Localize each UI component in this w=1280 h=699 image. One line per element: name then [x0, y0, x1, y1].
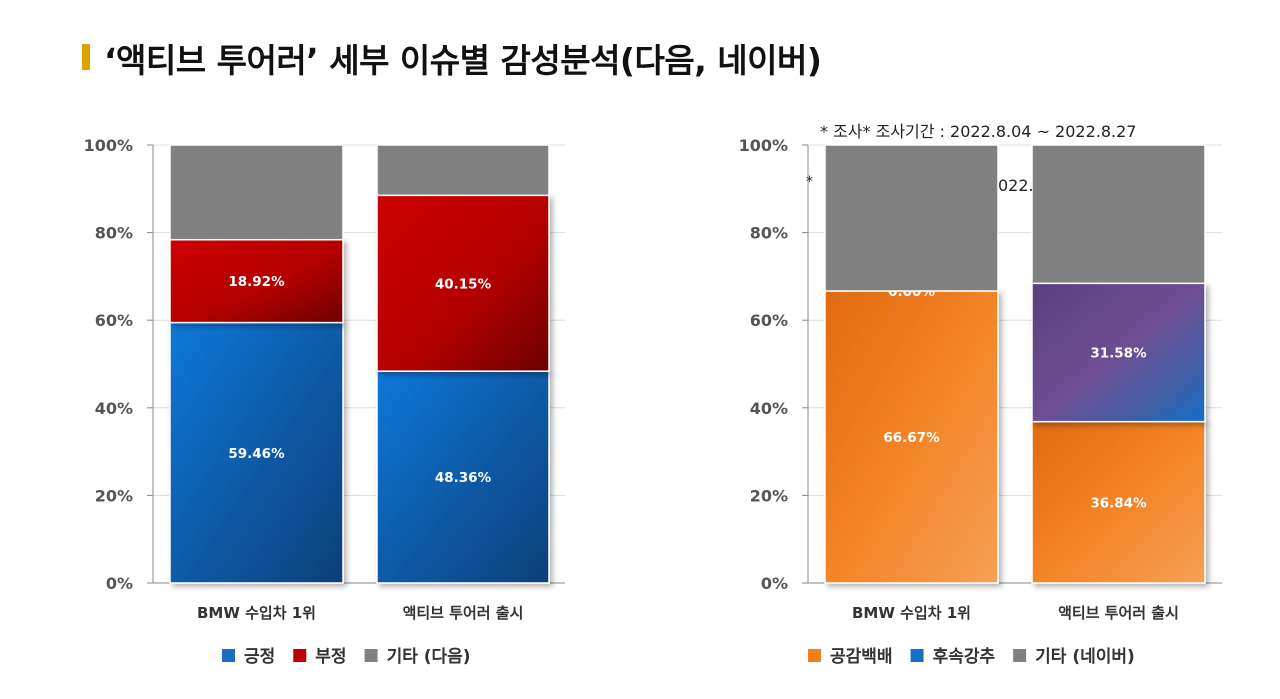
y-tick-label: 0%: [106, 574, 133, 593]
bar-segment: [169, 144, 344, 241]
overlap-note-text: 022.: [998, 176, 1034, 195]
data-label: 66.67%: [883, 430, 940, 446]
y-tick-label: 0%: [761, 574, 788, 593]
legend-label: 부정: [315, 647, 346, 667]
y-tick-label: 60%: [95, 311, 133, 330]
category-label: BMW 수입차 1위: [852, 604, 971, 622]
y-tick-label: 20%: [95, 486, 133, 505]
legend-label: 공감백배: [830, 647, 893, 667]
bar-segment: [1031, 144, 1206, 285]
chart-1: 0% 20% 40% 60% 80% 100% 59.46% 18.92% BMW 수입차 1위…: [84, 136, 565, 667]
survey-period-note: * 조사* 조사기간 : 2022.8.04 ~ 2022.8.27: [820, 122, 1137, 141]
title-accent-bar: [82, 44, 90, 70]
y-tick-label: 60%: [750, 311, 788, 330]
data-label: 36.84%: [1090, 495, 1147, 511]
bar-segment: [824, 290, 999, 584]
legend-label: 긍정: [244, 647, 275, 667]
overlap-note-star: *: [806, 174, 813, 190]
data-label: 18.92%: [228, 274, 285, 290]
bar-segment: [169, 238, 344, 324]
y-tick-label: 100%: [739, 136, 788, 155]
legend: 긍정 부정 기타 (다음): [222, 647, 471, 667]
category-label: 액티브 투어러 출시: [1058, 604, 1179, 622]
legend: 공감백배 후속강추 기타 (네이버): [808, 646, 1135, 667]
legend-swatch: [364, 649, 378, 662]
data-label: 40.15%: [435, 276, 492, 292]
page-title: ‘액티브 투어러’ 세부 이슈별 감성분석(다음, 네이버): [104, 41, 822, 80]
data-label: 48.36%: [435, 470, 492, 486]
legend-label: 기타 (다음): [387, 647, 471, 667]
legend-label: 기타 (네이버): [1035, 647, 1135, 667]
y-tick-label: 100%: [84, 136, 133, 155]
data-label: 31.58%: [1090, 345, 1147, 361]
bar-segment: [376, 144, 550, 197]
bar-segment: [376, 370, 550, 584]
legend-swatch: [293, 649, 307, 662]
y-tick-label: 40%: [750, 399, 788, 418]
data-label: 59.46%: [228, 446, 285, 462]
y-tick-label: 80%: [95, 224, 133, 243]
legend-swatch: [808, 649, 821, 662]
legend-label: 후속강추: [933, 646, 996, 667]
chart-2: 0%20%40%60%80%100%66.67%0.00%BMW 수입차 1위3…: [739, 136, 1222, 667]
bar-segment: [1031, 282, 1206, 423]
category-label: BMW 수입차 1위: [197, 604, 316, 622]
category-label: 액티브 투어러 출시: [403, 604, 524, 622]
legend-swatch: [222, 649, 235, 662]
bar-segment: [376, 194, 550, 372]
y-tick-label: 20%: [750, 486, 788, 505]
legend-swatch: [1013, 649, 1027, 662]
y-tick-label: 80%: [750, 224, 788, 243]
y-tick-label: 40%: [95, 399, 133, 418]
bar-segment: [824, 144, 999, 292]
legend-swatch: [910, 649, 924, 662]
